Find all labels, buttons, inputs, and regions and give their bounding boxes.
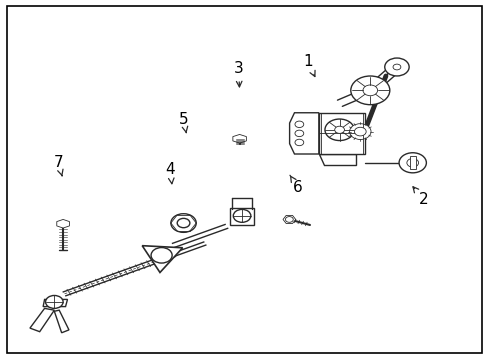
Circle shape [349, 124, 370, 139]
Circle shape [294, 130, 303, 136]
Text: 5: 5 [179, 112, 188, 133]
Polygon shape [318, 154, 355, 166]
Circle shape [233, 210, 250, 222]
Polygon shape [232, 134, 246, 143]
Circle shape [362, 85, 377, 96]
Circle shape [294, 121, 303, 127]
Circle shape [177, 219, 189, 228]
Circle shape [406, 158, 418, 167]
Circle shape [294, 139, 303, 146]
Circle shape [285, 217, 293, 222]
Polygon shape [318, 113, 365, 154]
Circle shape [384, 58, 408, 76]
Text: 1: 1 [303, 54, 314, 77]
Circle shape [392, 64, 400, 70]
Circle shape [151, 248, 172, 263]
Polygon shape [43, 300, 67, 307]
Polygon shape [54, 310, 69, 333]
Text: 7: 7 [53, 155, 63, 176]
Polygon shape [229, 208, 254, 225]
Circle shape [398, 153, 426, 173]
Polygon shape [409, 156, 415, 169]
Polygon shape [283, 215, 295, 224]
Circle shape [45, 296, 63, 309]
Text: 6: 6 [289, 175, 303, 195]
Polygon shape [142, 246, 183, 273]
Circle shape [334, 126, 344, 134]
Text: 3: 3 [233, 61, 243, 87]
Circle shape [170, 214, 196, 232]
Polygon shape [30, 309, 54, 332]
Circle shape [354, 127, 366, 136]
Polygon shape [289, 113, 318, 154]
Text: 4: 4 [165, 162, 175, 184]
Circle shape [325, 119, 353, 140]
Polygon shape [57, 220, 69, 228]
Text: 2: 2 [412, 187, 428, 207]
Circle shape [350, 76, 389, 105]
